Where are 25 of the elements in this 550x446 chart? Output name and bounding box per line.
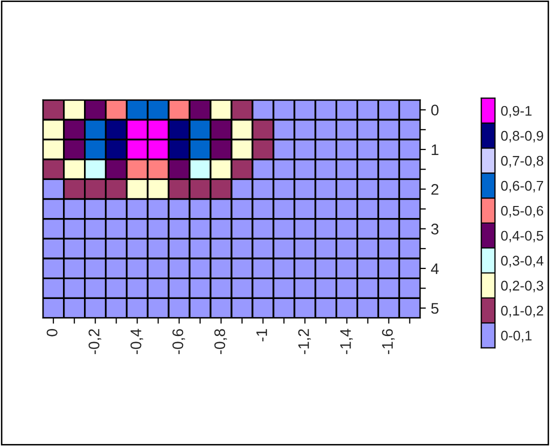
x-tick-label: -0,8 <box>214 329 227 354</box>
x-tick-label: -0,2 <box>88 329 102 354</box>
color-bar-label: 0,6-0,7 <box>501 180 544 192</box>
y-tick-label: 5 <box>431 303 438 314</box>
x-tick-label: -1,4 <box>340 328 353 354</box>
y-tick-label: 2 <box>431 184 438 195</box>
y-tick-label: 4 <box>430 263 439 274</box>
x-tick-label: -0,6 <box>172 329 186 354</box>
x-tick-label: -1,2 <box>298 329 311 354</box>
color-bar-label: 0,8-0,9 <box>501 130 544 142</box>
color-bar-label: 0,1-0,2 <box>501 306 544 318</box>
x-tick-label: -0,4 <box>130 328 144 354</box>
x-tick-label: -1,6 <box>382 329 395 354</box>
color-bar-label: 0,5-0,6 <box>501 206 544 218</box>
y-tick-label: 0 <box>431 104 439 116</box>
color-bar-label: 0,4-0,5 <box>501 230 544 242</box>
color-bar-label: 0-0,1 <box>501 330 532 342</box>
color-bar-label: 0,7-0,8 <box>501 156 544 168</box>
y-tick-label: 3 <box>431 224 438 234</box>
color-bar-label: 0,3-0,4 <box>501 256 544 268</box>
x-tick-label: -1 <box>256 329 267 342</box>
y-tick-label: 1 <box>432 144 438 156</box>
x-tick-label: 0 <box>46 329 58 336</box>
color-bar-label: 0,9-1 <box>501 106 532 118</box>
color-bar-label: 0,2-0,3 <box>501 280 544 292</box>
